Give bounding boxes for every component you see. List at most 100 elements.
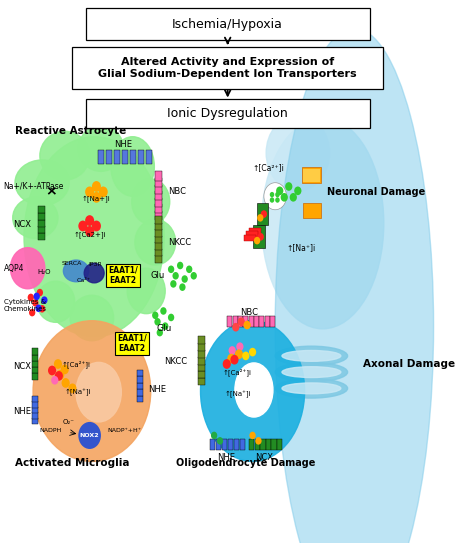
Ellipse shape bbox=[111, 137, 155, 196]
FancyBboxPatch shape bbox=[32, 401, 38, 408]
Circle shape bbox=[85, 187, 94, 197]
FancyBboxPatch shape bbox=[32, 361, 38, 367]
Text: Reactive Astrocyte: Reactive Astrocyte bbox=[15, 126, 126, 137]
Circle shape bbox=[152, 312, 158, 319]
Circle shape bbox=[92, 220, 101, 231]
FancyBboxPatch shape bbox=[155, 171, 162, 181]
Circle shape bbox=[92, 181, 101, 192]
Circle shape bbox=[68, 384, 76, 393]
FancyBboxPatch shape bbox=[198, 364, 205, 372]
Ellipse shape bbox=[13, 197, 58, 238]
Circle shape bbox=[173, 272, 179, 280]
Text: NHE: NHE bbox=[13, 407, 31, 416]
FancyBboxPatch shape bbox=[155, 211, 162, 220]
FancyBboxPatch shape bbox=[106, 150, 112, 164]
Ellipse shape bbox=[15, 160, 69, 206]
Ellipse shape bbox=[201, 321, 305, 461]
Circle shape bbox=[48, 366, 56, 375]
FancyBboxPatch shape bbox=[155, 184, 162, 194]
Circle shape bbox=[217, 437, 223, 444]
FancyBboxPatch shape bbox=[72, 47, 383, 89]
Text: Altered Activity and Expression of
Glial Sodium-Dependent Ion Transporters: Altered Activity and Expression of Glial… bbox=[99, 57, 357, 79]
FancyBboxPatch shape bbox=[38, 233, 45, 240]
FancyBboxPatch shape bbox=[243, 316, 248, 326]
Ellipse shape bbox=[127, 268, 165, 314]
Ellipse shape bbox=[36, 281, 75, 323]
FancyBboxPatch shape bbox=[38, 219, 45, 226]
Text: NCX: NCX bbox=[13, 220, 31, 230]
FancyBboxPatch shape bbox=[137, 396, 144, 403]
Text: NBC: NBC bbox=[168, 187, 186, 196]
FancyBboxPatch shape bbox=[254, 316, 259, 326]
Text: NHE: NHE bbox=[148, 386, 166, 394]
Circle shape bbox=[261, 211, 267, 218]
Circle shape bbox=[223, 359, 231, 369]
Circle shape bbox=[244, 321, 251, 329]
Text: NADPH: NADPH bbox=[40, 428, 62, 433]
FancyBboxPatch shape bbox=[303, 169, 319, 182]
Circle shape bbox=[162, 323, 168, 330]
FancyBboxPatch shape bbox=[32, 418, 38, 424]
FancyBboxPatch shape bbox=[265, 316, 270, 326]
Circle shape bbox=[78, 220, 87, 231]
Circle shape bbox=[236, 342, 244, 351]
Circle shape bbox=[170, 280, 176, 288]
FancyBboxPatch shape bbox=[116, 332, 149, 355]
FancyBboxPatch shape bbox=[155, 242, 162, 250]
Circle shape bbox=[51, 376, 58, 385]
Circle shape bbox=[62, 378, 70, 388]
FancyBboxPatch shape bbox=[98, 150, 104, 164]
FancyBboxPatch shape bbox=[38, 226, 45, 233]
Circle shape bbox=[29, 309, 36, 317]
FancyBboxPatch shape bbox=[302, 167, 321, 183]
Ellipse shape bbox=[70, 295, 114, 341]
Circle shape bbox=[85, 215, 94, 226]
FancyBboxPatch shape bbox=[32, 367, 38, 374]
Text: Glu: Glu bbox=[151, 271, 165, 280]
FancyBboxPatch shape bbox=[198, 336, 205, 344]
Text: NOX2: NOX2 bbox=[80, 433, 100, 438]
Circle shape bbox=[27, 294, 34, 301]
Text: ↑[Ca²⁺]i: ↑[Ca²⁺]i bbox=[253, 163, 284, 172]
Circle shape bbox=[227, 354, 236, 363]
Circle shape bbox=[257, 214, 264, 221]
Ellipse shape bbox=[275, 379, 347, 398]
FancyBboxPatch shape bbox=[86, 8, 370, 40]
Ellipse shape bbox=[266, 115, 329, 191]
FancyBboxPatch shape bbox=[155, 249, 162, 256]
Text: SERCA: SERCA bbox=[61, 261, 82, 267]
Circle shape bbox=[264, 183, 286, 210]
Text: Oligodendrocyte Damage: Oligodendrocyte Damage bbox=[176, 458, 315, 467]
FancyBboxPatch shape bbox=[137, 390, 144, 396]
Text: ↑[Ca2+]i: ↑[Ca2+]i bbox=[73, 231, 106, 238]
FancyBboxPatch shape bbox=[130, 150, 136, 164]
Circle shape bbox=[156, 329, 163, 336]
FancyBboxPatch shape bbox=[198, 350, 205, 358]
Ellipse shape bbox=[275, 346, 347, 366]
FancyBboxPatch shape bbox=[155, 191, 162, 200]
FancyBboxPatch shape bbox=[32, 348, 38, 355]
FancyBboxPatch shape bbox=[155, 217, 162, 224]
FancyBboxPatch shape bbox=[32, 412, 38, 419]
FancyBboxPatch shape bbox=[32, 396, 38, 403]
Text: NKCC: NKCC bbox=[164, 357, 187, 366]
FancyBboxPatch shape bbox=[222, 439, 228, 450]
FancyBboxPatch shape bbox=[138, 150, 144, 164]
FancyBboxPatch shape bbox=[277, 439, 283, 450]
Circle shape bbox=[182, 275, 188, 283]
Ellipse shape bbox=[275, 362, 347, 382]
FancyBboxPatch shape bbox=[137, 376, 144, 383]
FancyBboxPatch shape bbox=[106, 264, 140, 287]
FancyBboxPatch shape bbox=[198, 343, 205, 351]
FancyBboxPatch shape bbox=[246, 231, 258, 238]
Circle shape bbox=[211, 431, 217, 439]
Ellipse shape bbox=[282, 350, 341, 361]
FancyBboxPatch shape bbox=[260, 439, 265, 450]
Ellipse shape bbox=[33, 321, 151, 461]
Ellipse shape bbox=[275, 28, 434, 544]
Text: Activated Microglia: Activated Microglia bbox=[15, 458, 129, 467]
Text: Neuronal Damage: Neuronal Damage bbox=[327, 188, 426, 197]
Text: IP3R: IP3R bbox=[89, 262, 102, 268]
FancyBboxPatch shape bbox=[155, 229, 162, 237]
Circle shape bbox=[230, 355, 238, 364]
